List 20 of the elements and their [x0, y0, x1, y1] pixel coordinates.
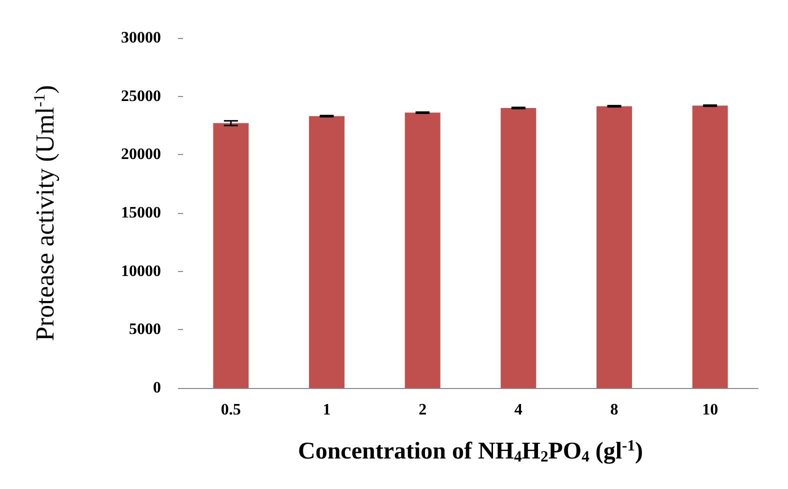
- y-axis-title: Protease activity (Uml-1): [30, 85, 60, 341]
- x-tick-label: 1: [322, 402, 331, 418]
- bar: [404, 112, 440, 388]
- x-tick-label: 10: [702, 402, 718, 418]
- y-tick-label: 5000: [129, 321, 161, 338]
- bar: [692, 106, 728, 388]
- x-tick-label: 2: [418, 402, 427, 418]
- bar: [500, 108, 536, 388]
- x-tick-label: 0.5: [220, 402, 241, 418]
- y-tick-label: 0: [153, 380, 161, 396]
- y-tick-label: 25000: [121, 88, 161, 105]
- bar: [213, 123, 249, 388]
- bar: [596, 106, 632, 388]
- y-tick-label: 15000: [121, 204, 161, 222]
- y-tick-label: 10000: [121, 262, 161, 280]
- y-tick-label: 20000: [121, 146, 161, 164]
- x-tick-label: 4: [514, 402, 522, 418]
- bar: [309, 116, 344, 388]
- x-tick-label: 8: [610, 402, 618, 418]
- y-tick-label: 30000: [121, 30, 161, 46]
